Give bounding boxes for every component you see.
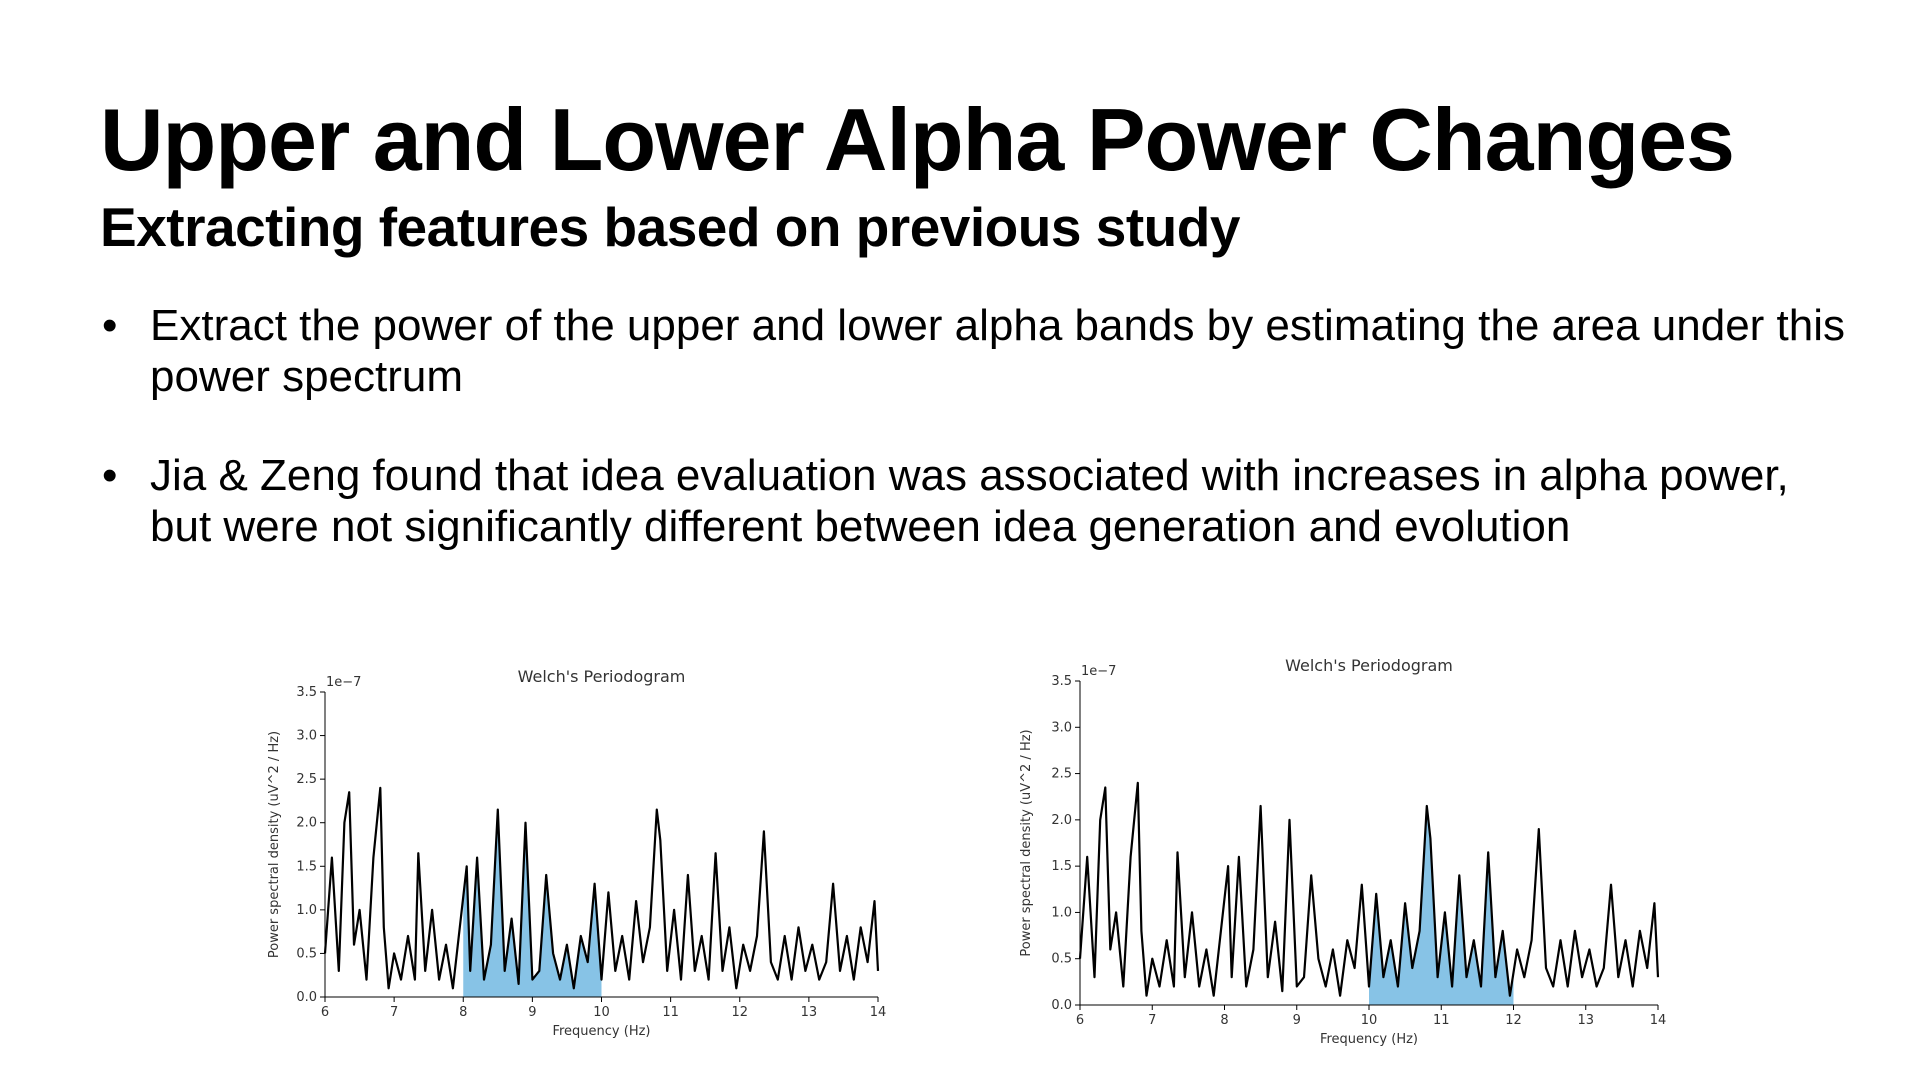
y-tick-label: 1.5 [296,859,317,874]
x-tick-label: 7 [390,1005,398,1020]
x-tick-label: 9 [1293,1013,1301,1028]
x-tick-label: 10 [593,1005,610,1020]
x-tick-label: 11 [662,1005,679,1020]
bullet-list: • Extract the power of the upper and low… [100,300,1860,600]
x-tick-label: 13 [801,1005,818,1020]
y-tick-label: 3.0 [296,729,317,744]
x-tick-label: 12 [1505,1013,1522,1028]
y-tick-label: 2.5 [1051,767,1072,782]
x-tick-label: 7 [1148,1013,1156,1028]
y-tick-label: 3.0 [1051,720,1072,735]
x-tick-label: 11 [1433,1013,1450,1028]
series-line [1078,781,1660,997]
bullet-text: Extract the power of the upper and lower… [150,301,1846,401]
y-tick-label: 1.0 [1051,905,1072,920]
x-tick-label: 13 [1577,1013,1594,1028]
y-tick-label: 0.5 [296,946,317,961]
y-tick-label: 1.5 [1051,859,1072,874]
y-tick-label: 0.0 [1051,998,1072,1013]
x-axis-label: Frequency (Hz) [552,1024,650,1039]
x-tick-label: 10 [1361,1013,1378,1028]
x-tick-label: 6 [1076,1013,1084,1028]
y-tick-label: 0.5 [1051,952,1072,967]
series-line [323,786,880,990]
y-tick-label: 2.5 [296,772,317,787]
x-tick-label: 14 [870,1005,887,1020]
x-tick-label: 12 [731,1005,748,1020]
periodogram-svg-left: 6 7 8 9 10 11 12 13 14 0.0 0.5 1.0 1.5 2.0 2.5 3.0 3.5 1e… [267,667,887,1039]
x-axis-label: Frequency (Hz) [1320,1032,1418,1047]
periodogram-chart-left: 6 7 8 9 10 11 12 13 14 0.0 0.5 1.0 1.5 2.0 2.5 3.0 3.5 1e… [260,660,900,1055]
slide-title: Upper and Lower Alpha Power Changes [100,90,1735,189]
y-tick-label: 2.0 [1051,813,1072,828]
x-tick-label: 8 [1220,1013,1228,1028]
bullet-text: Jia & Zeng found that idea evaluation wa… [150,451,1789,551]
y-tick-label: 3.5 [1051,674,1072,689]
y-axis-label: Power spectral density (uV^2 / Hz) [267,731,282,958]
y-tick-label: 3.5 [296,685,317,700]
periodogram-chart-right: 6 7 8 9 10 11 12 13 14 0.0 0.5 1.0 1.5 2.0 2.5 3.0 3.5 1e… [1012,656,1692,1061]
bullet-item: • Jia & Zeng found that idea evaluation … [100,450,1860,552]
bullet-glyph: • [102,451,118,500]
periodogram-svg-right: 6 7 8 9 10 11 12 13 14 0.0 0.5 1.0 1.5 2.0 2.5 3.0 3.5 1e… [1019,656,1667,1047]
x-tick-label: 14 [1650,1013,1667,1028]
bullet-item: • Extract the power of the upper and low… [100,300,1860,402]
chart-title: Welch's Periodogram [1285,656,1453,675]
bullet-glyph: • [102,301,118,350]
slide-subtitle: Extracting features based on previous st… [100,196,1240,258]
y-tick-label: 1.0 [296,903,317,918]
y-tick-label: 2.0 [296,816,317,831]
chart-title: Welch's Periodogram [518,667,686,686]
x-tick-label: 8 [459,1005,467,1020]
y-axis-label: Power spectral density (uV^2 / Hz) [1019,729,1034,956]
y-scale-label: 1e−7 [326,675,361,690]
x-tick-label: 9 [528,1005,536,1020]
y-tick-label: 0.0 [296,990,317,1005]
x-tick-label: 6 [321,1005,329,1020]
shaded-band-area [1369,805,1514,1005]
y-scale-label: 1e−7 [1081,664,1116,679]
